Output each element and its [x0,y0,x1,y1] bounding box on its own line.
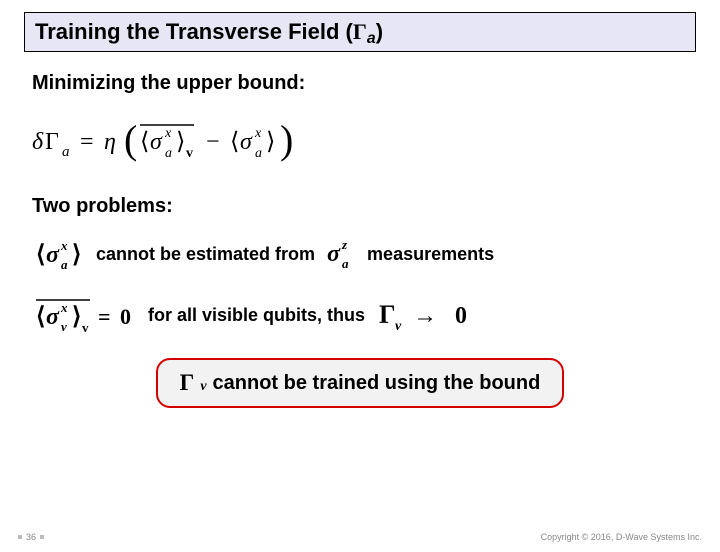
svg-text:⟨: ⟨ [140,129,149,155]
svg-text:x: x [60,300,68,315]
svg-text:−: − [206,129,220,155]
footer-bullet-icon [18,535,22,539]
svg-text:⟩: ⟩ [266,129,275,155]
svg-text:ν: ν [61,319,67,334]
svg-text:x: x [164,126,172,141]
callout-gamma: Γ [180,370,195,396]
sigma-x-nu-avg-eq-zero-icon: ⟨ σ x ν ⟩ v = 0 [32,294,140,336]
svg-text:σ: σ [46,242,60,268]
svg-text:a: a [62,144,70,160]
svg-text:v: v [82,320,89,335]
problem-line-2: ⟨ σ x ν ⟩ v = 0 for all visible qubits, … [32,294,688,336]
svg-text:ν: ν [395,319,402,333]
callout-nu: ν [200,379,206,395]
svg-text:Γ: Γ [45,129,59,155]
svg-text:(: ( [124,117,137,162]
slide-title-box: Training the Transverse Field (Γa) [24,12,696,52]
svg-text:=: = [98,304,111,329]
svg-text:Γ: Γ [379,300,396,329]
title-prefix: Training the Transverse Field ( [35,19,353,44]
conclusion-callout: Γν cannot be trained using the bound [156,358,565,408]
svg-text:σ: σ [327,241,341,267]
svg-text:⟨: ⟨ [230,129,239,155]
sigma-x-a-expectation-icon: ⟨ σ x a ⟩ [32,236,88,272]
problem1-text1: cannot be estimated from [96,244,315,265]
problem-line-1: ⟨ σ x a ⟩ cannot be estimated from σ z a… [32,236,688,272]
svg-text:a: a [165,146,172,161]
svg-text:v: v [186,146,193,161]
equation-delta-gamma: δ Γ a = η ( ⟨ σ x a ⟩ v − ⟨ σ x a ⟩ [32,113,688,169]
svg-text:⟨: ⟨ [36,242,45,268]
svg-text:δ: δ [32,129,44,155]
svg-text:⟩: ⟩ [176,129,185,155]
section-heading-1: Minimizing the upper bound: [32,72,688,95]
svg-text:σ: σ [150,129,163,155]
svg-text:⟩: ⟩ [72,242,81,268]
section-heading-2: Two problems: [32,195,688,218]
page-number: 36 [18,532,44,542]
svg-text:0: 0 [120,304,131,329]
svg-text:a: a [61,257,68,272]
gamma-nu-to-zero-icon: Γ ν → 0 [373,297,483,333]
svg-text:η: η [104,129,116,155]
svg-text:x: x [60,238,68,253]
callout-text: cannot be trained using the bound [213,372,541,395]
title-suffix: ) [376,19,383,44]
svg-text:=: = [80,129,94,155]
svg-text:σ: σ [240,129,253,155]
title-gamma: Γ [353,19,367,44]
svg-text:⟩: ⟩ [72,304,81,330]
footer-bullet-icon [40,535,44,539]
svg-text:z: z [341,237,348,252]
svg-text:σ: σ [46,304,60,330]
problem2-text1: for all visible qubits, thus [148,305,365,326]
svg-text:): ) [280,117,293,162]
title-subscript: a [367,30,376,47]
svg-text:x: x [254,126,262,141]
svg-text:a: a [342,256,349,271]
svg-text:a: a [255,146,262,161]
page-number-value: 36 [26,532,36,542]
svg-text:0: 0 [455,303,467,329]
svg-text:⟨: ⟨ [36,304,45,330]
callout-row: Γν cannot be trained using the bound [32,358,688,408]
copyright-text: Copyright © 2016, D-Wave Systems Inc. [541,532,702,542]
slide-footer: 36 Copyright © 2016, D-Wave Systems Inc. [0,532,720,542]
slide-content: Minimizing the upper bound: δ Γ a = η ( … [0,52,720,408]
svg-text:→: → [413,303,437,329]
problem1-text2: measurements [367,244,494,265]
sigma-z-a-icon: σ z a [323,237,359,271]
